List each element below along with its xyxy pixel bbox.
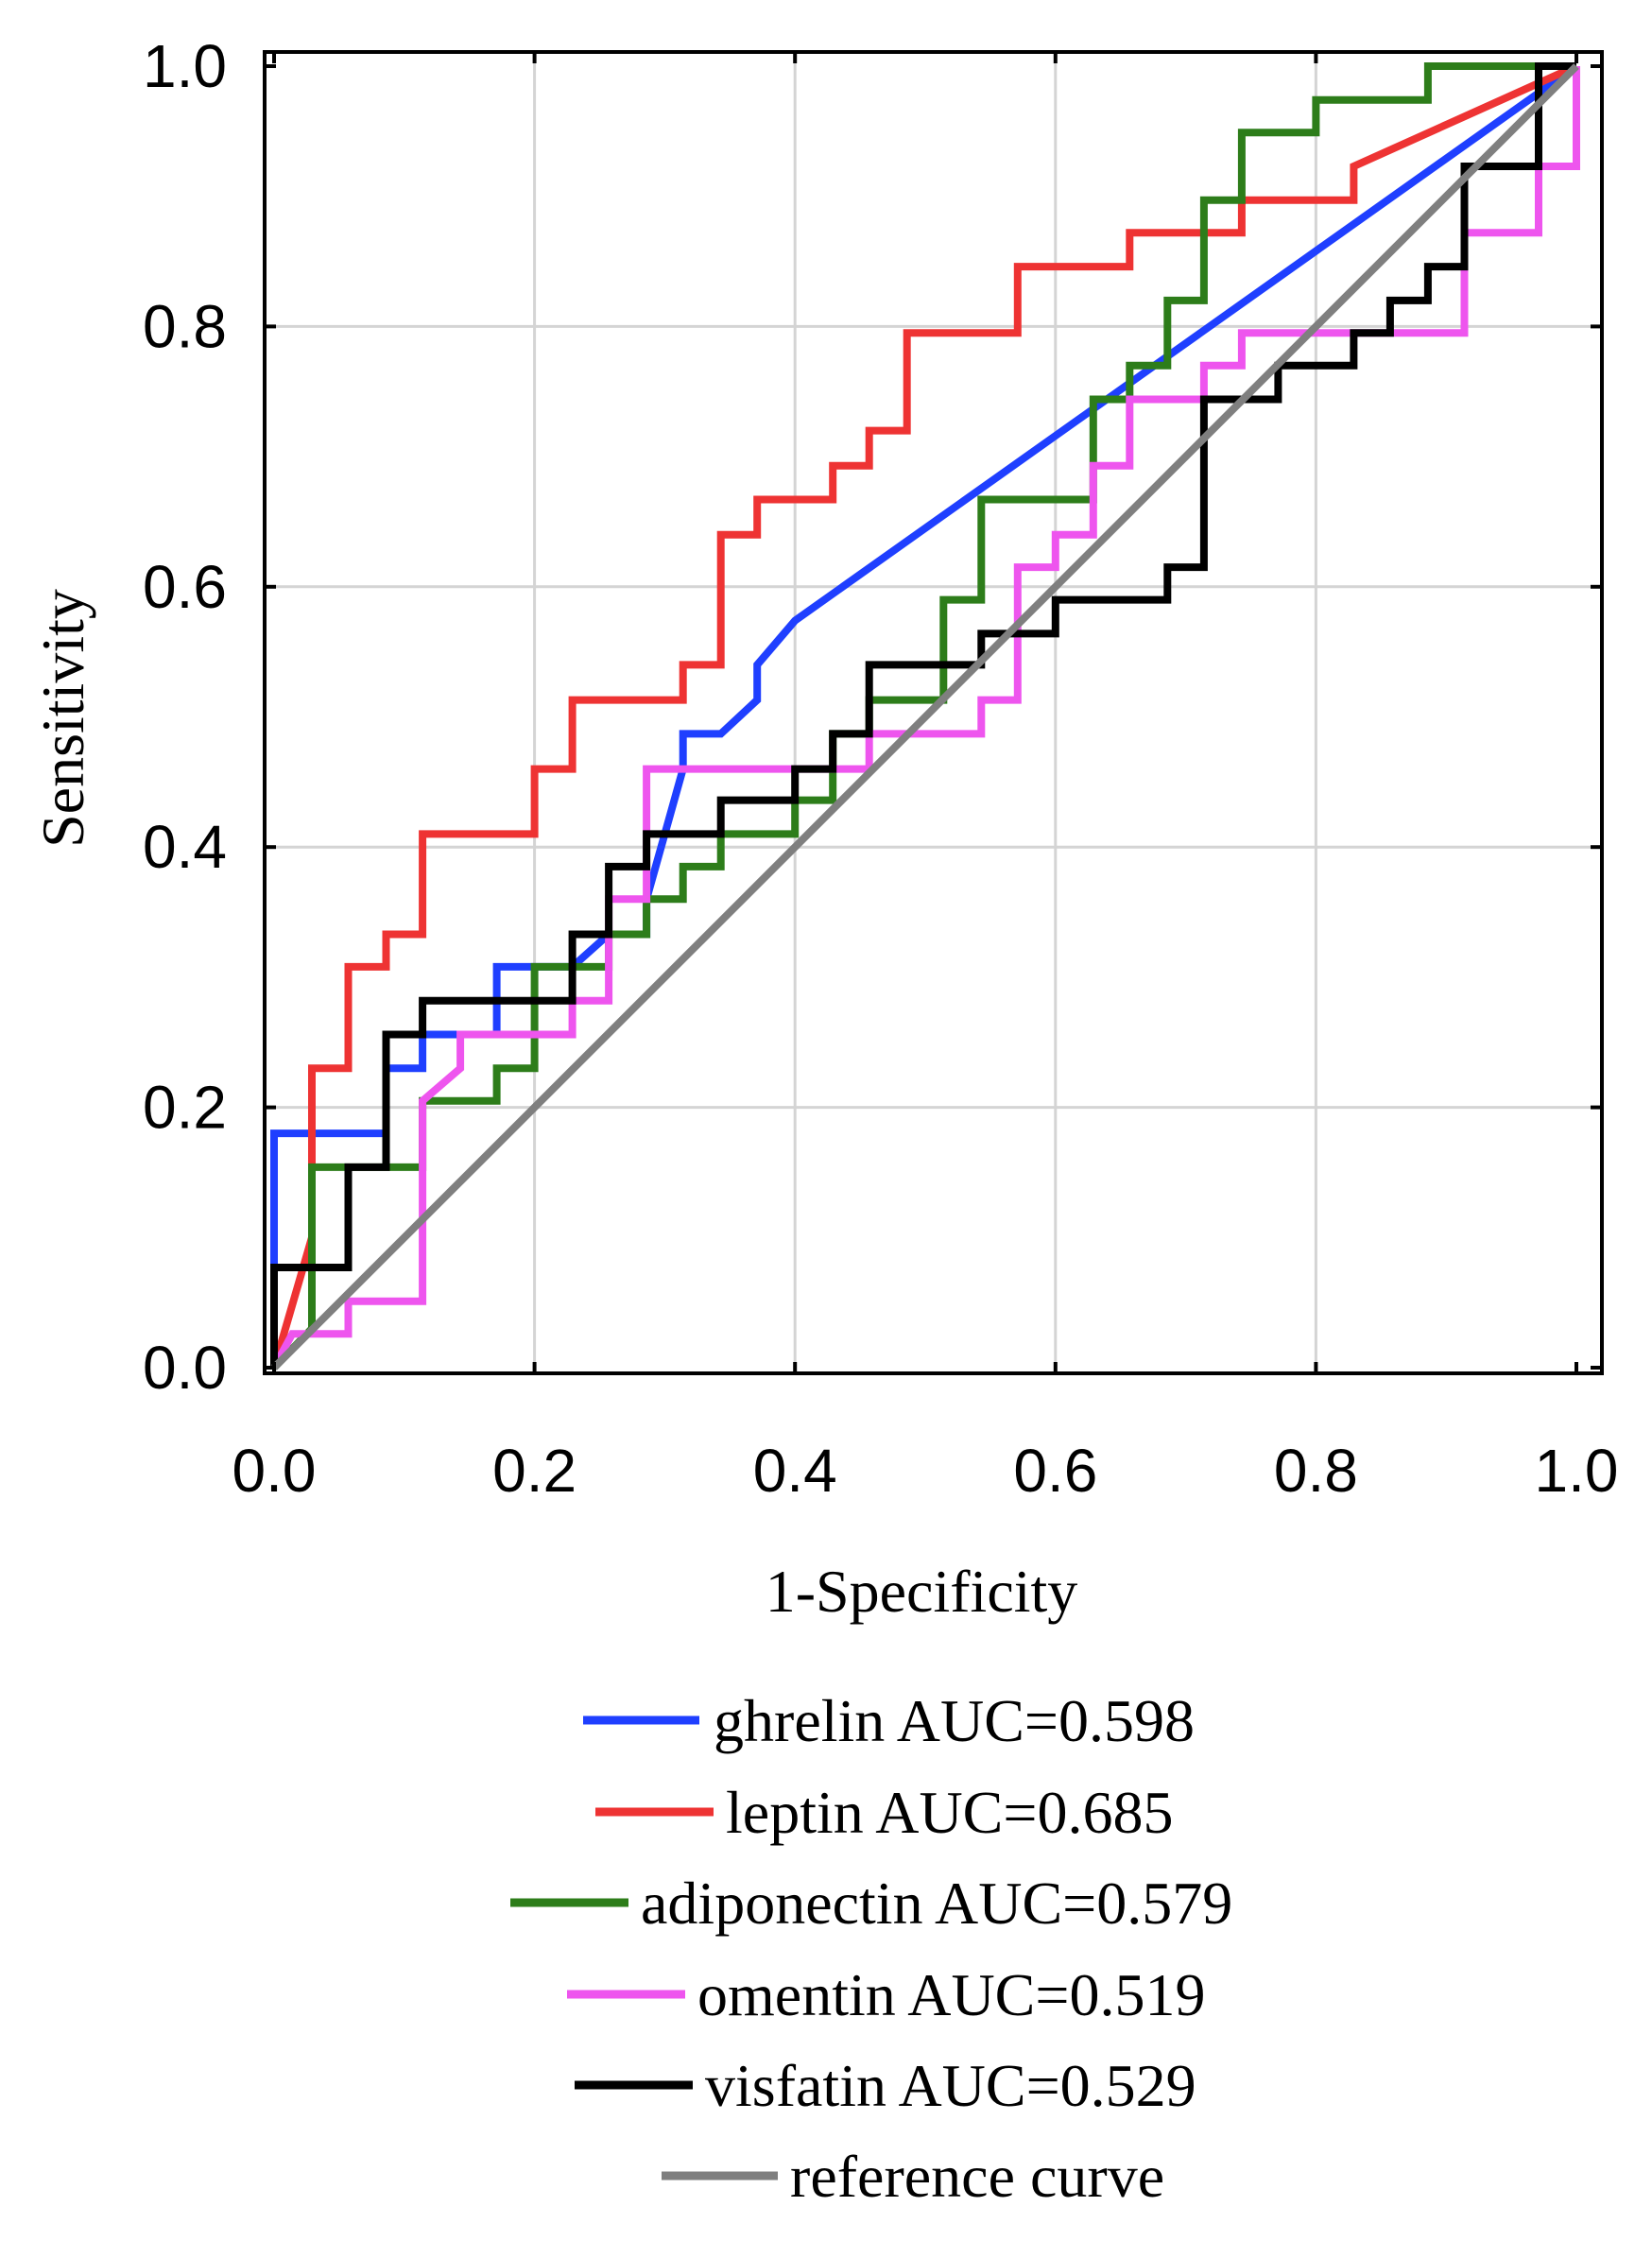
series-line-omentin: [270, 66, 1580, 1370]
series-line-reference: [271, 63, 1579, 1370]
legend-label-visfatin: visfatin AUC=0.529: [705, 2052, 1196, 2119]
ticks: 0.0 0.2 0.4 0.6 0.8 1.0 0.0 0.2 0.4 0.6 0.8 1.0: [143, 32, 1618, 1505]
y-tick-label: 0.8: [143, 292, 227, 360]
y-axis-title: Sensitivity: [29, 589, 96, 848]
series-line-visfatin: [270, 62, 1576, 1368]
y-tick-label: 0.0: [143, 1334, 227, 1402]
legend-label-adiponectin: adiponectin AUC=0.579: [641, 1870, 1232, 1937]
x-tick-label: 0.2: [492, 1437, 576, 1505]
x-tick-label: 0.6: [1013, 1437, 1097, 1505]
legend-label-ghrelin: ghrelin AUC=0.598: [714, 1687, 1195, 1754]
series-layer: [270, 62, 1580, 1370]
x-tick-label: 0.4: [753, 1437, 837, 1505]
plot-frame: [263, 50, 1604, 1375]
legend: ghrelin AUC=0.598 leptin AUC=0.685 adipone…: [510, 1687, 1232, 2210]
x-tick-label: 1.0: [1535, 1437, 1619, 1505]
y-tick-label: 1.0: [143, 32, 227, 100]
x-axis-title: 1-Specificity: [766, 1558, 1078, 1625]
x-tick-label: 0.0: [232, 1437, 317, 1505]
legend-label-omentin: omentin AUC=0.519: [697, 1961, 1205, 2028]
legend-label-reference: reference curve: [790, 2143, 1164, 2210]
x-tick-label: 0.8: [1274, 1437, 1358, 1505]
y-tick-label: 0.6: [143, 553, 227, 621]
y-tick-label: 0.4: [143, 813, 227, 881]
grid: [265, 52, 1602, 1373]
series-line-leptin: [270, 62, 1578, 1370]
y-tick-label: 0.2: [143, 1074, 227, 1142]
legend-label-leptin: leptin AUC=0.685: [726, 1779, 1173, 1846]
